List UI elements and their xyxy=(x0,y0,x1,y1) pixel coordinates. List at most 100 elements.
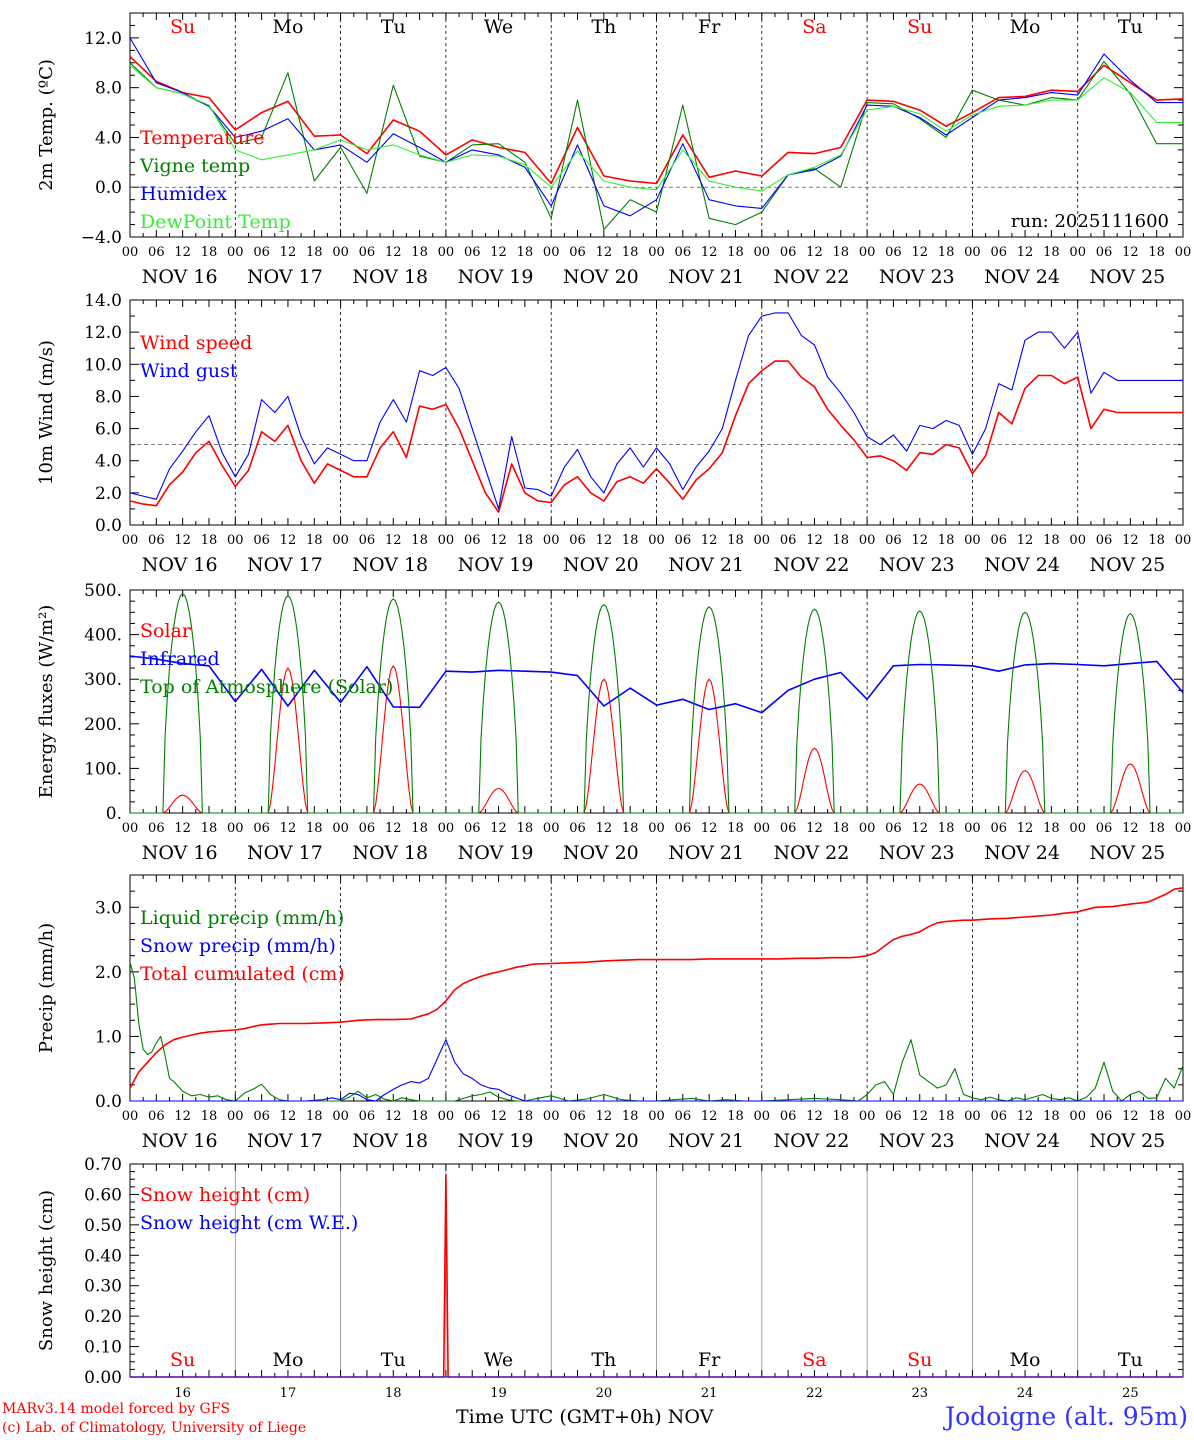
credit-line-1: MARv3.14 model forced by GFS xyxy=(2,1401,231,1417)
temp-hour-label: 12 xyxy=(911,245,928,260)
wind-hour-label: 06 xyxy=(990,533,1007,548)
precip-hour-label: 06 xyxy=(569,1109,586,1124)
precip-hour-label: 06 xyxy=(780,1109,797,1124)
flux-hour-label: 12 xyxy=(1122,821,1139,836)
temp-hour-label: 12 xyxy=(701,245,718,260)
temp-hour-label: 06 xyxy=(569,245,586,260)
flux-hour-label: 12 xyxy=(1017,821,1034,836)
snow-weekday-label: Sa xyxy=(802,1349,826,1371)
wind-hour-label: 06 xyxy=(253,533,270,548)
flux-hour-label: 00 xyxy=(648,821,665,836)
flux-hour-label: 18 xyxy=(1148,821,1165,836)
snow-y-tick-label: 0.00 xyxy=(84,1368,122,1388)
flux-hour-label: 12 xyxy=(280,821,297,836)
wind-y-tick-label: 12.0 xyxy=(84,323,122,343)
wind-hour-label: 18 xyxy=(306,533,323,548)
flux-hour-label: 18 xyxy=(201,821,218,836)
precip-legend-entry: Snow precip (mm/h) xyxy=(140,935,336,957)
wind-hour-label: 00 xyxy=(859,533,876,548)
wind-hour-label: 00 xyxy=(1175,533,1192,548)
flux-date-label: NOV 17 xyxy=(247,842,323,864)
precip-hour-label: 06 xyxy=(885,1109,902,1124)
wind-hour-label: 00 xyxy=(122,533,139,548)
temp-date-label: NOV 24 xyxy=(984,266,1060,288)
wind-date-label: NOV 23 xyxy=(879,554,955,576)
flux-hour-label: 06 xyxy=(990,821,1007,836)
wind-hour-label: 00 xyxy=(227,533,244,548)
flux-y-tick-label: 400. xyxy=(84,626,122,646)
temp-weekday-label: We xyxy=(484,16,513,38)
temp-date-label: NOV 18 xyxy=(352,266,428,288)
precip-hour-label: 18 xyxy=(517,1109,534,1124)
wind-date-label: NOV 19 xyxy=(458,554,534,576)
temp-hour-label: 12 xyxy=(596,245,613,260)
flux-legend-entry: Solar xyxy=(140,620,192,642)
flux-hour-label: 06 xyxy=(253,821,270,836)
temp-hour-label: 00 xyxy=(964,245,981,260)
temp-hour-label: 18 xyxy=(938,245,955,260)
temp-hour-label: 18 xyxy=(1043,245,1060,260)
snow-y-tick-label: 0.60 xyxy=(84,1185,122,1205)
wind-hour-label: 00 xyxy=(438,533,455,548)
temp-hour-label: 00 xyxy=(1069,245,1086,260)
snow-legend-entry: Snow height (cm) xyxy=(140,1184,310,1206)
precip-date-label: NOV 17 xyxy=(247,1130,323,1152)
temp-hour-label: 18 xyxy=(1148,245,1165,260)
flux-y-tick-label: 300. xyxy=(84,670,122,690)
precip-hour-label: 12 xyxy=(174,1109,191,1124)
precip-hour-label: 18 xyxy=(622,1109,639,1124)
wind-legend-entry: Wind speed xyxy=(140,332,252,354)
wind-hour-label: 12 xyxy=(1122,533,1139,548)
snow-day-number: 24 xyxy=(1017,1386,1034,1401)
flux-hour-label: 18 xyxy=(833,821,850,836)
temp-date-label: NOV 23 xyxy=(879,266,955,288)
flux-hour-label: 00 xyxy=(1069,821,1086,836)
wind-hour-label: 18 xyxy=(727,533,744,548)
precip-hour-label: 00 xyxy=(648,1109,665,1124)
wind-hour-label: 12 xyxy=(701,533,718,548)
temp-y-tick-label: 12.0 xyxy=(84,29,122,49)
precip-hour-label: 06 xyxy=(1096,1109,1113,1124)
temp-hour-label: 12 xyxy=(806,245,823,260)
flux-hour-label: 12 xyxy=(806,821,823,836)
temp-date-label: NOV 16 xyxy=(142,266,218,288)
precip-hour-label: 06 xyxy=(990,1109,1007,1124)
flux-date-label: NOV 23 xyxy=(879,842,955,864)
temp-date-label: NOV 19 xyxy=(458,266,534,288)
temp-series-dewpoint-temp xyxy=(129,64,1183,192)
temp-series-temperature xyxy=(129,56,1184,185)
temp-series-vigne-temp xyxy=(129,60,1183,231)
snow-day-number: 22 xyxy=(806,1386,823,1401)
wind-y-tick-label: 14.0 xyxy=(84,291,122,311)
precip-hour-label: 18 xyxy=(833,1109,850,1124)
temp-date-label: NOV 17 xyxy=(247,266,323,288)
temp-hour-label: 00 xyxy=(543,245,560,260)
temp-hour-label: 00 xyxy=(648,245,665,260)
flux-hour-label: 06 xyxy=(569,821,586,836)
flux-y-axis-title: Energy fluxes (W/m²) xyxy=(36,605,57,799)
temp-hour-label: 00 xyxy=(438,245,455,260)
precip-date-label: NOV 25 xyxy=(1089,1130,1165,1152)
precip-hour-label: 12 xyxy=(1017,1109,1034,1124)
flux-hour-label: 18 xyxy=(622,821,639,836)
snow-y-axis-title: Snow height (cm) xyxy=(36,1190,57,1351)
flux-hour-label: 12 xyxy=(174,821,191,836)
wind-hour-label: 00 xyxy=(543,533,560,548)
precip-hour-label: 12 xyxy=(280,1109,297,1124)
temp-hour-label: 12 xyxy=(1017,245,1034,260)
wind-series-wind-speed xyxy=(129,360,1183,513)
temp-date-label: NOV 25 xyxy=(1089,266,1165,288)
precip-hour-label: 00 xyxy=(122,1109,139,1124)
wind-hour-label: 12 xyxy=(806,533,823,548)
snow-y-tick-label: 0.30 xyxy=(84,1277,122,1297)
temp-hour-label: 12 xyxy=(280,245,297,260)
temp-hour-label: 18 xyxy=(517,245,534,260)
precip-y-tick-label: 1.0 xyxy=(95,1027,122,1047)
precip-hour-label: 18 xyxy=(938,1109,955,1124)
snow-weekday-label: Tu xyxy=(1118,1349,1143,1371)
precip-hour-label: 00 xyxy=(859,1109,876,1124)
wind-hour-label: 00 xyxy=(332,533,349,548)
flux-hour-label: 00 xyxy=(754,821,771,836)
temp-hour-label: 12 xyxy=(490,245,507,260)
